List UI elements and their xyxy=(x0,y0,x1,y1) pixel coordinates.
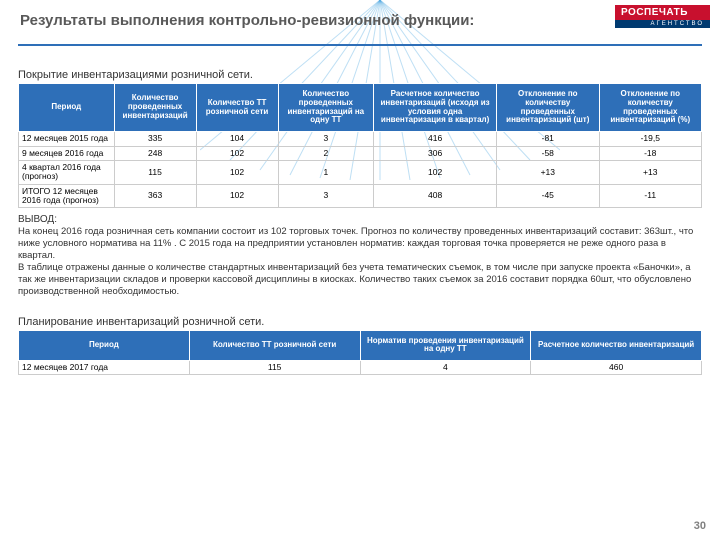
conclusion-text: На конец 2016 года розничная сеть компан… xyxy=(18,226,702,297)
table-cell: 3 xyxy=(278,184,374,208)
table-coverage: ПериодКоличество проведенных инвентариза… xyxy=(18,83,702,208)
table-cell: 104 xyxy=(196,132,278,146)
table-cell: 4 квартал 2016 года (прогноз) xyxy=(19,160,115,184)
column-header: Период xyxy=(19,330,190,361)
logo: РОСПЕЧАТЬ АГЕНТСТВО xyxy=(615,5,710,35)
table-cell: 12 месяцев 2015 года xyxy=(19,132,115,146)
table-cell: +13 xyxy=(599,160,702,184)
column-header: Расчетное количество инвентаризаций (исх… xyxy=(374,84,497,132)
table-planning: ПериодКоличество ТТ розничной сетиНормат… xyxy=(18,330,702,376)
table-cell: -58 xyxy=(497,146,599,160)
table-cell: 115 xyxy=(114,160,196,184)
column-header: Период xyxy=(19,84,115,132)
table-cell: +13 xyxy=(497,160,599,184)
slide-header: Результаты выполнения контрольно-ревизио… xyxy=(0,0,720,55)
table-cell: 102 xyxy=(196,146,278,160)
column-header: Количество проведенных инвентаризаций xyxy=(114,84,196,132)
table-cell: 102 xyxy=(374,160,497,184)
table-row: 9 месяцев 2016 года2481022306-58-18 xyxy=(19,146,702,160)
table-cell: 102 xyxy=(196,160,278,184)
table-cell: -19,5 xyxy=(599,132,702,146)
section2-heading: Планирование инвентаризаций розничной се… xyxy=(18,316,702,328)
table-cell: 248 xyxy=(114,146,196,160)
table-row: ИТОГО 12 месяцев 2016 года (прогноз)3631… xyxy=(19,184,702,208)
table-cell: -18 xyxy=(599,146,702,160)
column-header: Отклонение по количеству проведенных инв… xyxy=(599,84,702,132)
content: Покрытие инвентаризациями розничной сети… xyxy=(18,65,702,375)
column-header: Количество проведенных инвентаризаций на… xyxy=(278,84,374,132)
logo-bot: АГЕНТСТВО xyxy=(615,20,710,28)
column-header: Расчетное количество инвентаризаций xyxy=(531,330,702,361)
page-number: 30 xyxy=(694,520,706,532)
table-cell: -11 xyxy=(599,184,702,208)
table-row: 12 месяцев 2017 года1154460 xyxy=(19,361,702,375)
table-cell: 3 xyxy=(278,132,374,146)
table-cell: 408 xyxy=(374,184,497,208)
header-rule xyxy=(18,44,702,46)
table-cell: 115 xyxy=(189,361,360,375)
table-cell: 460 xyxy=(531,361,702,375)
column-header: Количество ТТ розничной сети xyxy=(189,330,360,361)
table-cell: 9 месяцев 2016 года xyxy=(19,146,115,160)
table-cell: 335 xyxy=(114,132,196,146)
conclusion-label: ВЫВОД: xyxy=(18,214,702,225)
page-title: Результаты выполнения контрольно-ревизио… xyxy=(20,12,474,29)
table-cell: -45 xyxy=(497,184,599,208)
logo-top: РОСПЕЧАТЬ xyxy=(615,5,710,20)
table-cell: 1 xyxy=(278,160,374,184)
column-header: Количество ТТ розничной сети xyxy=(196,84,278,132)
table-cell: 2 xyxy=(278,146,374,160)
section1-heading: Покрытие инвентаризациями розничной сети… xyxy=(18,69,702,81)
table-cell: 12 месяцев 2017 года xyxy=(19,361,190,375)
table-cell: 306 xyxy=(374,146,497,160)
table-row: 12 месяцев 2015 года3351043416-81-19,5 xyxy=(19,132,702,146)
table-cell: ИТОГО 12 месяцев 2016 года (прогноз) xyxy=(19,184,115,208)
table-cell: 363 xyxy=(114,184,196,208)
table-row: 4 квартал 2016 года (прогноз)1151021102+… xyxy=(19,160,702,184)
table-cell: 416 xyxy=(374,132,497,146)
table-cell: 4 xyxy=(360,361,531,375)
table-cell: -81 xyxy=(497,132,599,146)
column-header: Отклонение по количеству проведенных инв… xyxy=(497,84,599,132)
column-header: Норматив проведения инвентаризаций на од… xyxy=(360,330,531,361)
table-cell: 102 xyxy=(196,184,278,208)
